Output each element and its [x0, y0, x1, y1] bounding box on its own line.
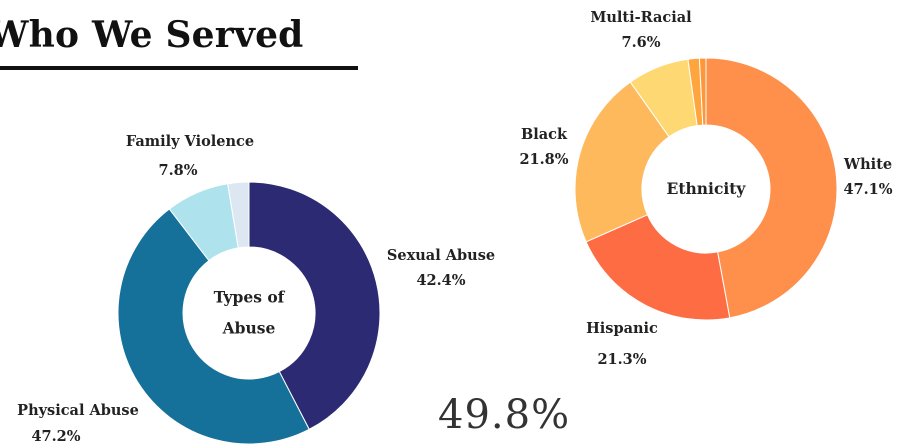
slice-value-family-violence: 7.8% [158, 162, 197, 179]
abuse-center-label: Types of Abuse [214, 288, 286, 338]
donut-slice-white [705, 57, 838, 319]
slice-label-black: Black [521, 126, 568, 143]
ethnicity-slices [574, 57, 838, 321]
donut-slice-hispanic [585, 214, 731, 321]
slice-value-white: 47.1% [843, 181, 892, 198]
abuse-slices [117, 181, 381, 445]
center-label-line: Types of [214, 288, 286, 307]
donut-slice-black [574, 81, 670, 243]
slice-label-white: White [843, 156, 892, 173]
ethnicity-center-label: Ethnicity [667, 179, 747, 198]
center-label-line: Ethnicity [667, 179, 747, 198]
slice-value-physical-abuse: 47.2% [31, 428, 80, 445]
donut-slice-minor-5 [698, 57, 707, 126]
slice-label-hispanic: Hispanic [586, 320, 658, 337]
center-label-line: Abuse [222, 319, 276, 338]
big-stat-value: 49.8% [438, 392, 571, 438]
donut-slice-minor-3 [227, 181, 250, 249]
donut-slice-sexual-abuse [248, 181, 381, 431]
slice-label-physical-abuse: Physical Abuse [17, 402, 139, 419]
slice-label-family-violence: Family Violence [126, 133, 254, 150]
title-underline [0, 66, 358, 70]
abuse-slice-labels: Family Violence 7.8% Sexual Abuse 42.4% … [17, 133, 495, 445]
slice-label-multi-racial: Multi-Racial [590, 9, 692, 26]
slice-value-black: 21.8% [519, 151, 568, 168]
slice-label-sexual-abuse: Sexual Abuse [387, 247, 495, 264]
page-title: Who We Served [0, 14, 304, 56]
slice-value-hispanic: 21.3% [597, 351, 646, 368]
donut-slice-physical-abuse [117, 208, 310, 445]
ethnicity-slice-labels: Multi-Racial 7.6% Black 21.8% White 47.1… [519, 9, 892, 368]
slice-value-sexual-abuse: 42.4% [416, 272, 465, 289]
slice-value-multi-racial: 7.6% [621, 34, 660, 51]
